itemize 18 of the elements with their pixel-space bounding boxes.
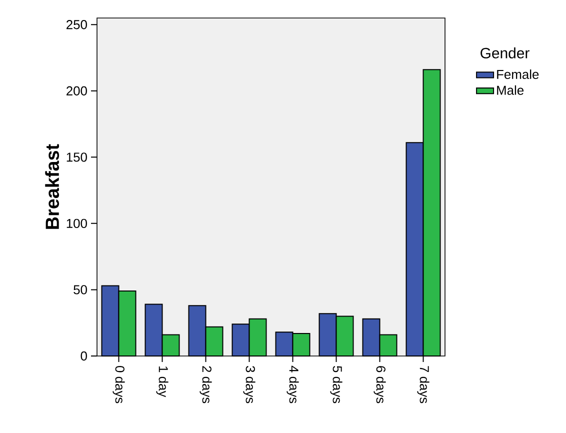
y-axis-title: Breakfast <box>45 144 60 229</box>
y-tick-label: 200 <box>66 86 87 96</box>
y-tick-label: 100 <box>66 218 87 228</box>
legend-title: Gender <box>480 47 530 58</box>
legend-label: Male <box>497 85 524 95</box>
x-tick-label: 7 days <box>417 366 430 404</box>
x-tick-label: 4 days <box>286 366 299 404</box>
x-tick-label: 1 day <box>156 366 168 398</box>
y-tick-label: 0 <box>80 351 87 361</box>
x-tick-label: 2 days <box>200 366 212 404</box>
y-tick-label: 150 <box>66 152 87 162</box>
y-tick-label: 50 <box>74 285 87 294</box>
x-tick-label: 0 days <box>112 366 125 404</box>
x-tick-label: 5 days <box>330 366 342 404</box>
legend-label: Female <box>497 69 539 79</box>
x-tick-label: 6 days <box>374 366 386 404</box>
x-tick-label: 3 days <box>243 366 256 404</box>
y-tick-label: 250 <box>66 20 87 30</box>
